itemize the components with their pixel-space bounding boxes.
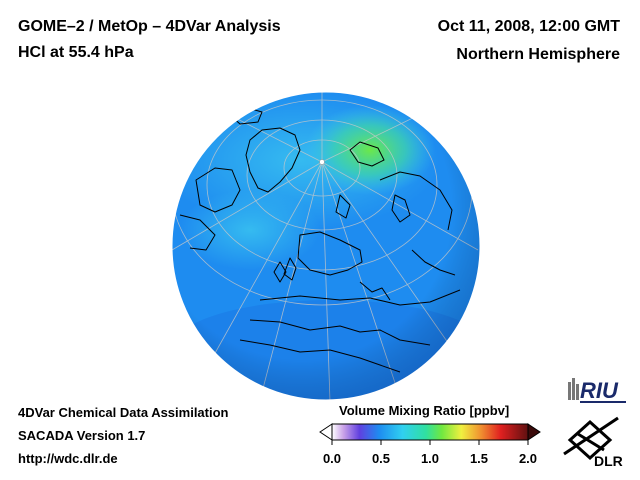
colorbar-tick-label: 1.0 <box>420 451 440 466</box>
footer-system: 4DVar Chemical Data Assimilation <box>18 405 229 420</box>
colorbar-ticks <box>331 440 529 445</box>
colorbar-tick-label: 2.0 <box>518 451 538 466</box>
colorbar <box>319 423 541 445</box>
footer-version: SACADA Version 1.7 <box>18 428 146 443</box>
riu-logo-text: RIU <box>580 378 619 403</box>
colorbar-low-arrow <box>319 423 333 441</box>
colorbar-tick-label: 0.0 <box>322 451 342 466</box>
colorbar-tick-label: 1.5 <box>469 451 489 466</box>
map-title: GOME–2 / MetOp – 4DVar Analysis <box>18 18 281 35</box>
colorbar-gradient <box>331 423 529 441</box>
colorbar-tick-label: 0.5 <box>371 451 391 466</box>
north-pole-marker <box>319 159 325 165</box>
map-datetime: Oct 11, 2008, 12:00 GMT <box>437 18 620 35</box>
globe-outline <box>171 91 481 401</box>
map-region: Northern Hemisphere <box>456 46 620 63</box>
riu-logo: RIU <box>568 378 626 403</box>
dlr-emblem-icon <box>563 416 619 461</box>
footer-url[interactable]: http://wdc.dlr.de <box>18 451 118 466</box>
dlr-logo: DLR <box>563 416 623 469</box>
map-subtitle: HCl at 55.4 hPa <box>18 44 134 61</box>
colorbar-label: Volume Mixing Ratio [ppbv] <box>339 403 510 418</box>
colorbar-high-arrow <box>527 423 541 441</box>
dlr-logo-text: DLR <box>594 453 623 469</box>
